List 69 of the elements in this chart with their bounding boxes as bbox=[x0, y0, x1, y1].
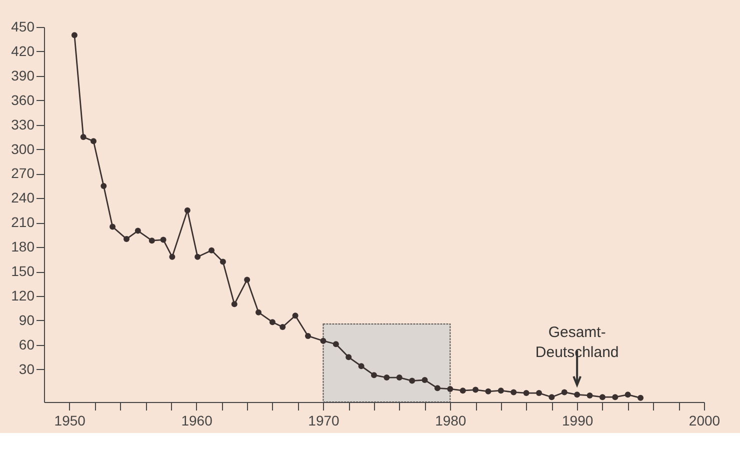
y-tick-label: 240 bbox=[11, 190, 35, 206]
point bbox=[305, 332, 311, 339]
point bbox=[510, 389, 517, 396]
point bbox=[280, 324, 286, 330]
point bbox=[384, 374, 390, 381]
point bbox=[612, 394, 618, 400]
annotation: Gesamt- Deutschland bbox=[535, 324, 619, 361]
x-tick-label: 1960 bbox=[181, 412, 213, 428]
point bbox=[586, 392, 593, 398]
y-tick-label: 270 bbox=[11, 165, 35, 182]
point bbox=[434, 385, 440, 392]
point bbox=[110, 224, 116, 230]
point bbox=[409, 378, 416, 384]
point bbox=[358, 363, 364, 370]
y-tick-label: 120 bbox=[11, 288, 35, 304]
point bbox=[460, 388, 466, 394]
point bbox=[208, 247, 215, 254]
point bbox=[90, 138, 96, 144]
point bbox=[624, 392, 631, 398]
point bbox=[548, 394, 555, 400]
point bbox=[160, 236, 166, 243]
x-tick-label: 1970 bbox=[308, 412, 340, 428]
y-tick-label: 450 bbox=[11, 18, 35, 34]
point bbox=[292, 312, 298, 319]
point bbox=[80, 134, 86, 140]
y-tick-label: 360 bbox=[11, 92, 35, 108]
point bbox=[599, 394, 606, 400]
point bbox=[346, 354, 352, 360]
point bbox=[561, 389, 568, 396]
y-tick-label: 390 bbox=[11, 67, 35, 84]
point bbox=[523, 390, 530, 396]
point bbox=[396, 374, 402, 381]
y-tick-label: 30 bbox=[18, 360, 35, 377]
point bbox=[71, 32, 78, 38]
point bbox=[472, 386, 479, 393]
x-tick-label: 1980 bbox=[435, 412, 466, 428]
point bbox=[536, 390, 542, 396]
point bbox=[332, 341, 339, 348]
y-tick-label: 90 bbox=[18, 312, 35, 328]
point bbox=[148, 238, 155, 244]
point bbox=[320, 338, 326, 344]
y-tick-label: 150 bbox=[11, 263, 35, 280]
point bbox=[124, 236, 130, 242]
point bbox=[169, 254, 176, 260]
point bbox=[100, 182, 107, 189]
point bbox=[574, 392, 580, 398]
point bbox=[269, 319, 276, 326]
x-tick-label: 2000 bbox=[688, 412, 720, 428]
point bbox=[134, 228, 141, 234]
point bbox=[498, 388, 504, 394]
point bbox=[256, 309, 262, 316]
point bbox=[184, 207, 190, 214]
point bbox=[422, 376, 428, 383]
y-tick-label: 180 bbox=[11, 238, 35, 255]
y-tick-label: 330 bbox=[11, 116, 35, 132]
point bbox=[638, 394, 644, 401]
x-tick-label: 1990 bbox=[562, 412, 594, 428]
y-tick-label: 420 bbox=[11, 42, 35, 59]
point bbox=[194, 254, 201, 260]
x-tick-label: 1950 bbox=[54, 412, 86, 428]
y-tick-label: 60 bbox=[18, 336, 35, 352]
y-tick-label: 210 bbox=[11, 214, 35, 230]
point bbox=[244, 276, 250, 283]
point bbox=[447, 386, 454, 392]
point bbox=[231, 301, 238, 308]
point bbox=[220, 258, 226, 265]
point bbox=[371, 372, 377, 378]
point bbox=[485, 388, 492, 394]
y-tick-label: 300 bbox=[11, 140, 35, 157]
